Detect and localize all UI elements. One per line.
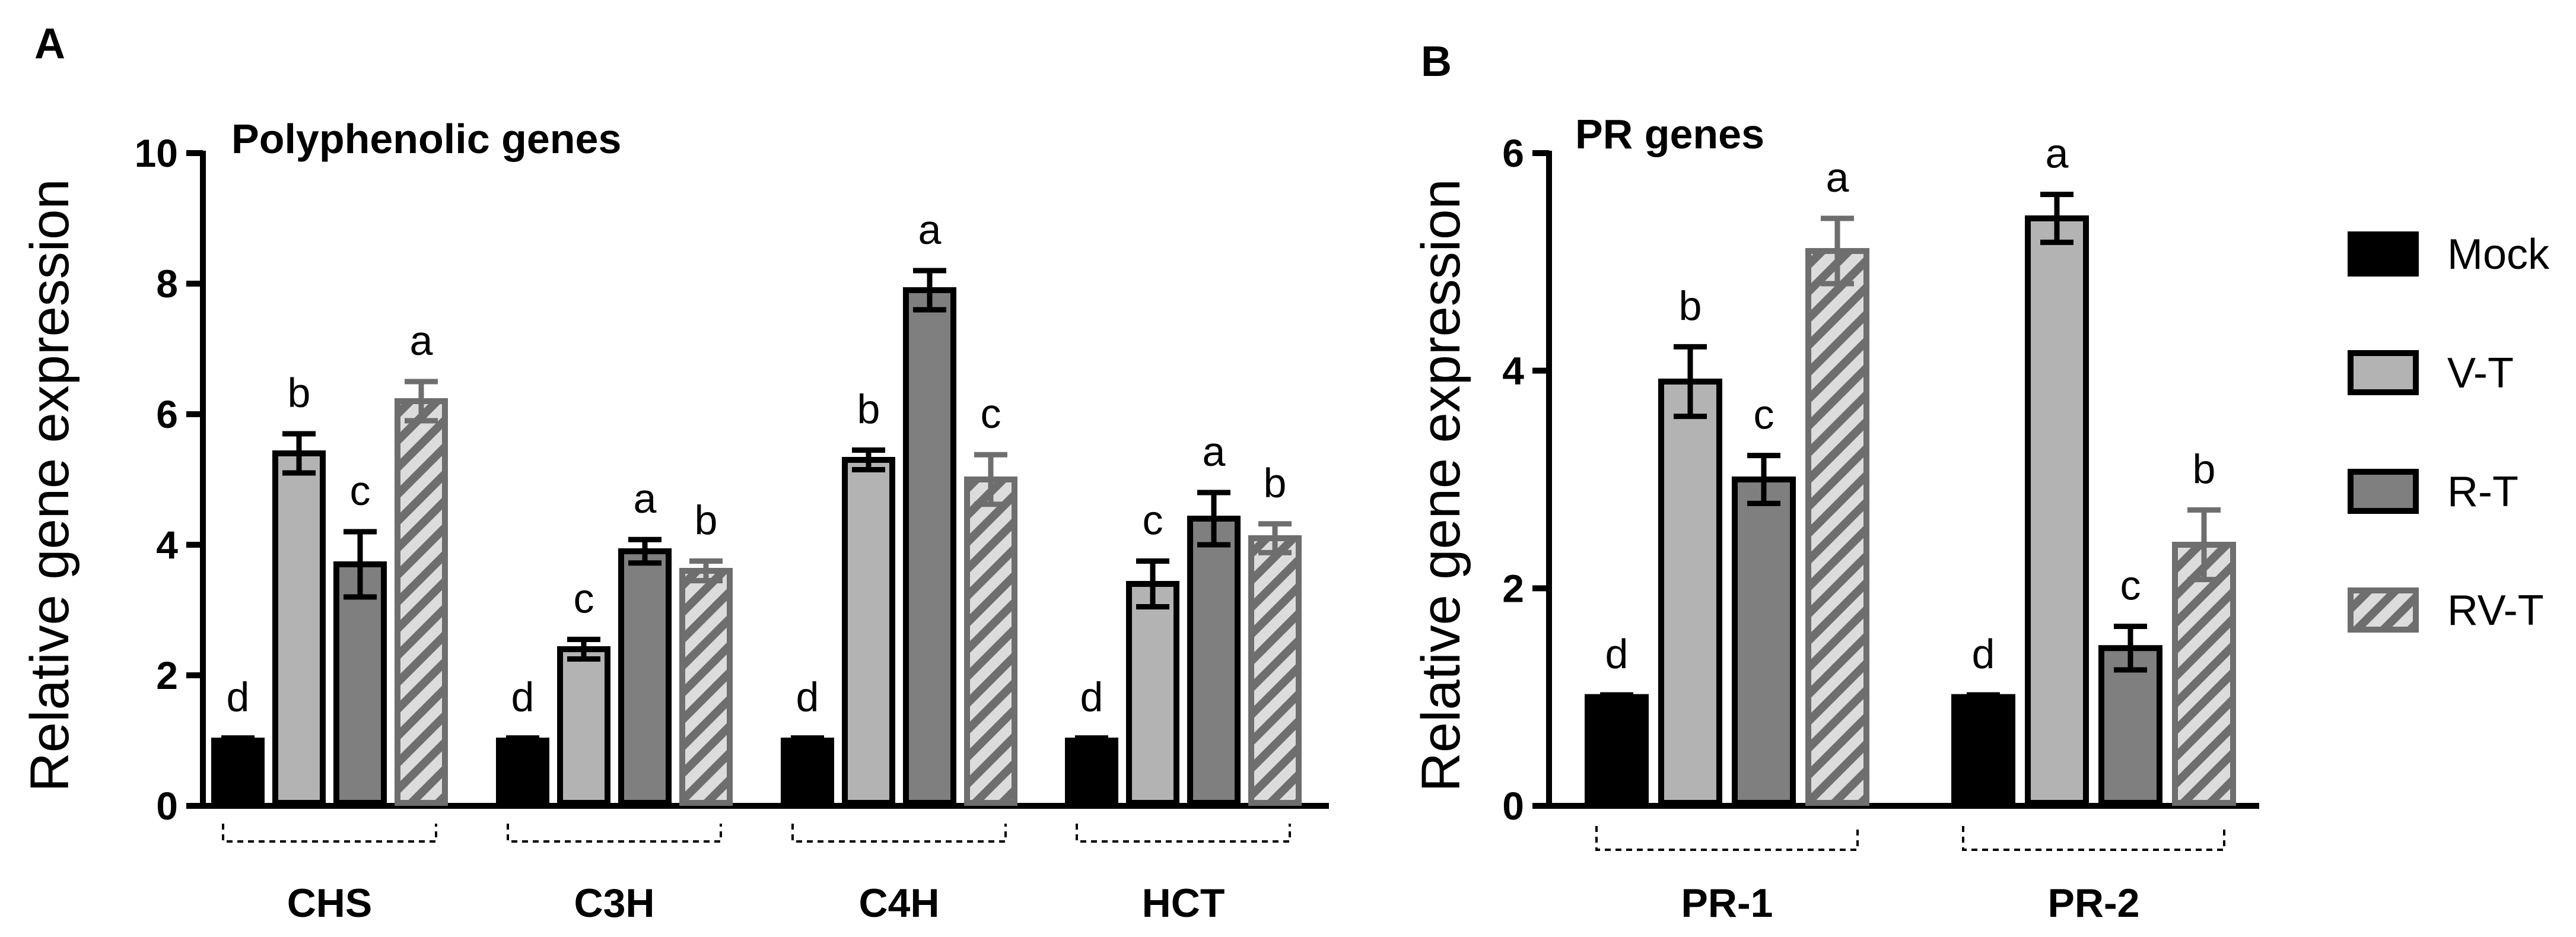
legend-label-rv-t: RV-T — [2447, 587, 2544, 634]
legend-label-mock: Mock — [2447, 231, 2550, 278]
bar-b-pr-2-v-t — [2025, 215, 2089, 806]
panel-a-letter: A — [34, 20, 65, 68]
bar-b-pr-1-r-t — [1732, 477, 1796, 806]
legend-swatch-r-t — [2348, 469, 2419, 514]
group-bracket-a-c3h — [507, 824, 722, 843]
bar-a-hct-v-t — [1126, 581, 1179, 806]
panel-b-y-axis-title: Relative gene expression — [1411, 179, 1471, 792]
x-category-label-c4h: C4H — [858, 881, 939, 926]
group-bracket-b-pr-2 — [1962, 826, 2225, 851]
group-bracket-a-c4h — [791, 824, 1007, 843]
group-bracket-a-chs — [222, 824, 437, 843]
legend: Mock V-T R-T RV-T — [2348, 231, 2550, 634]
panel-a-title: Polyphenolic genes — [231, 116, 621, 162]
bar-b-pr-2-mock — [1951, 694, 2015, 806]
x-category-label-c3h: C3H — [574, 881, 654, 926]
sig-label-a-c4h-rv-t: c — [981, 390, 1001, 437]
panel-b-y-tick-label: 6 — [1502, 131, 1524, 175]
bar-a-c4h-mock — [781, 738, 834, 806]
x-category-label-chs: CHS — [287, 881, 373, 926]
x-category-label-pr-2: PR-2 — [2048, 881, 2140, 926]
panel-a-y-tick-label: 0 — [156, 784, 178, 828]
sig-label-b-pr-2-rv-t: b — [2193, 446, 2216, 492]
bar-b-pr-1-mock — [1585, 694, 1649, 806]
sig-label-a-hct-mock: d — [1080, 674, 1103, 720]
bar-b-pr-2-rv-t — [2172, 542, 2236, 806]
bar-b-pr-1-rv-t — [1805, 248, 1869, 806]
bar-a-c3h-r-t — [618, 548, 672, 806]
sig-label-a-chs-v-t: b — [288, 370, 311, 416]
bar-a-c3h-v-t — [557, 646, 610, 806]
panel-b-y-tick-label: 2 — [1502, 566, 1524, 610]
bar-a-c4h-rv-t — [964, 477, 1017, 806]
bar-b-pr-1-v-t — [1658, 379, 1722, 806]
bar-a-chs-r-t — [333, 561, 387, 806]
sig-label-a-c3h-v-t: c — [574, 576, 594, 622]
sig-label-b-pr-1-r-t: c — [1754, 392, 1774, 438]
sig-label-b-pr-1-mock: d — [1605, 631, 1629, 677]
bar-a-chs-mock — [211, 738, 265, 806]
bar-a-chs-rv-t — [395, 398, 448, 806]
panel-a-y-tick-label: 10 — [135, 131, 178, 175]
sig-label-a-c3h-r-t: a — [634, 475, 657, 522]
panel-b-y-tick-label: 4 — [1502, 349, 1524, 393]
panel-b-title: PR genes — [1575, 111, 1764, 157]
panel-a-y-axis-title: Relative gene expression — [20, 179, 80, 792]
sig-label-b-pr-1-rv-t: a — [1826, 154, 1849, 201]
sig-label-b-pr-2-v-t: a — [2046, 131, 2069, 177]
sig-label-a-c4h-v-t: b — [857, 386, 880, 433]
sig-label-a-c4h-r-t: a — [918, 207, 942, 253]
legend-swatch-v-t — [2348, 350, 2419, 395]
group-bracket-b-pr-1 — [1595, 826, 1859, 851]
sig-label-a-chs-r-t: c — [350, 468, 371, 514]
legend-label-r-t: R-T — [2447, 468, 2518, 516]
sig-label-a-hct-r-t: a — [1203, 428, 1226, 475]
panel-b-chart: 0 2 4 6 d b c a PR-1 d a c b PR-2 — [1502, 131, 2259, 926]
sig-label-a-chs-mock: d — [227, 674, 250, 720]
sig-label-a-c3h-mock: d — [511, 674, 535, 720]
panel-b-y-tick-label: 0 — [1502, 784, 1524, 828]
panel-a-y-tick-label: 2 — [156, 653, 178, 697]
bar-a-c4h-r-t — [903, 287, 956, 806]
legend-swatch-mock — [2348, 231, 2419, 277]
bar-a-hct-rv-t — [1248, 535, 1302, 806]
sig-label-b-pr-1-v-t: b — [1679, 282, 1702, 329]
panel-a-y-tick-label: 6 — [156, 392, 178, 436]
group-bracket-a-hct — [1076, 824, 1291, 843]
bar-a-hct-r-t — [1187, 516, 1241, 806]
bar-a-c3h-mock — [496, 738, 549, 806]
sig-label-a-c4h-mock: d — [796, 674, 819, 720]
bar-a-chs-v-t — [272, 450, 326, 806]
sig-label-a-hct-v-t: c — [1143, 497, 1163, 544]
sig-label-a-hct-rv-t: b — [1264, 460, 1287, 506]
bar-a-c3h-rv-t — [679, 568, 733, 806]
x-category-label-pr-1: PR-1 — [1681, 881, 1773, 926]
panel-a-y-tick-label: 4 — [156, 523, 178, 567]
sig-label-b-pr-2-mock: d — [1972, 631, 1995, 677]
legend-swatch-rv-t — [2348, 587, 2419, 633]
panel-a-y-tick-label: 8 — [156, 262, 178, 306]
bar-a-c4h-v-t — [842, 457, 895, 806]
sig-label-a-c3h-rv-t: b — [695, 497, 718, 544]
sig-label-b-pr-2-r-t: c — [2120, 563, 2141, 609]
panel-b-letter: B — [1421, 38, 1452, 85]
x-category-label-hct: HCT — [1142, 881, 1225, 926]
sig-label-a-chs-rv-t: a — [410, 317, 433, 364]
bar-a-hct-mock — [1065, 738, 1118, 806]
legend-label-v-t: V-T — [2447, 350, 2514, 397]
